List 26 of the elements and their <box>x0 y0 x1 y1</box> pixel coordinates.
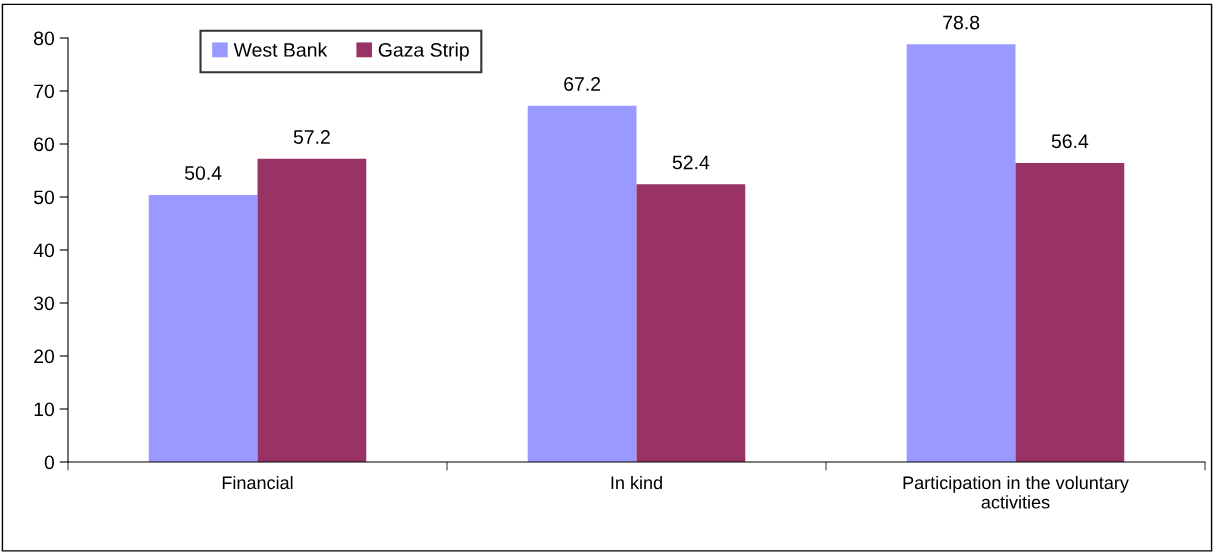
bar <box>1015 163 1125 462</box>
bar <box>636 184 746 462</box>
legend-label: Gaza Strip <box>378 42 469 61</box>
x-tick-label: Financial <box>222 475 293 490</box>
data-label: 52.4 <box>672 155 710 170</box>
bar <box>257 158 367 462</box>
y-tick-label: 30 <box>33 296 55 311</box>
y-tick-label: 60 <box>34 137 55 152</box>
data-label: 78.8 <box>943 15 980 30</box>
x-tick-label: In kind <box>611 475 662 490</box>
y-tick-label: 70 <box>34 84 55 99</box>
data-label: 56.4 <box>1051 134 1089 149</box>
data-label: 50.4 <box>184 166 222 180</box>
y-tick-label: 80 <box>34 31 55 46</box>
y-tick-label: 0 <box>44 455 55 470</box>
bar <box>527 105 637 462</box>
y-tick-label: 50 <box>33 190 55 205</box>
bar <box>148 194 258 462</box>
y-tick-label: 40 <box>33 243 55 258</box>
data-label: 57.2 <box>293 130 330 144</box>
x-tick-label: Participation in the voluntary activities <box>903 475 1129 509</box>
bar <box>906 44 1016 462</box>
y-tick-label: 20 <box>34 349 55 364</box>
legend-label: West Bank <box>233 42 328 57</box>
data-label: 67.2 <box>564 77 601 91</box>
y-tick-label: 10 <box>34 402 55 417</box>
